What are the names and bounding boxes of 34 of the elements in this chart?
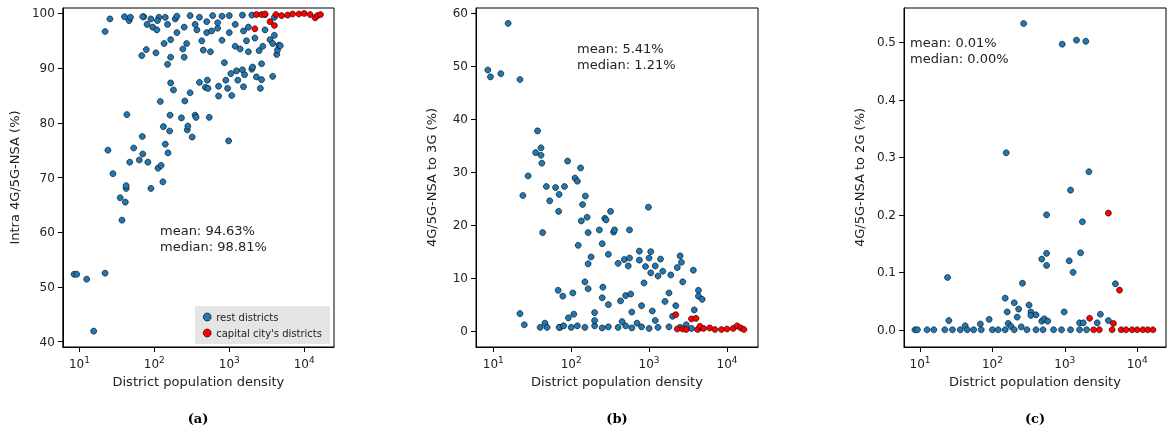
legend-label: capital city's districts: [216, 327, 323, 339]
y-tick-label: 40: [452, 112, 468, 127]
y-axis-title: 4G/5G-NSA to 2G (%): [852, 107, 867, 248]
y-tick-label: 40: [39, 334, 55, 349]
y-axis-title: 4G/5G-NSA to 3G (%): [424, 107, 439, 248]
y-tick-label: 50: [452, 59, 468, 74]
y-tick-label: 30: [452, 165, 468, 180]
x-axis-title: District population density: [949, 374, 1122, 389]
y-tick-label: 0.1: [876, 265, 896, 280]
y-tick-label: 10: [452, 271, 468, 286]
y-tick-label: 60: [39, 225, 55, 240]
y-axis-title: Intra 4G/5G-NSA (%): [7, 110, 22, 245]
y-tick-label: 0: [460, 324, 468, 339]
legend-label: rest districts: [216, 311, 279, 323]
annotation: mean: 5.41% median: 1.21%: [577, 40, 676, 72]
y-tick-label: 0.0: [876, 322, 896, 337]
y-tick-label: 60: [452, 6, 468, 21]
x-axis-title: District population density: [531, 374, 704, 389]
y-tick-label: 0.5: [876, 35, 896, 50]
y-tick-label: 70: [39, 170, 55, 185]
text: (c): [1024, 411, 1046, 426]
annotation: mean: 0.01% median: 0.00%: [910, 34, 1009, 66]
y-tick-label: 100: [31, 6, 55, 21]
x-axis-title: District population density: [112, 374, 285, 389]
y-tick-label: 0.3: [876, 150, 896, 165]
y-tick-label: 50: [39, 279, 55, 294]
annotation: mean: 94.63% median: 98.81%: [160, 222, 267, 254]
y-tick-label: 20: [452, 218, 468, 233]
text: (b): [606, 411, 628, 426]
y-tick-label: 90: [39, 61, 55, 76]
y-tick-label: 80: [39, 115, 55, 130]
text: (a): [187, 411, 209, 426]
y-tick-label: 0.4: [876, 92, 896, 107]
y-tick-label: 0.2: [876, 207, 896, 222]
